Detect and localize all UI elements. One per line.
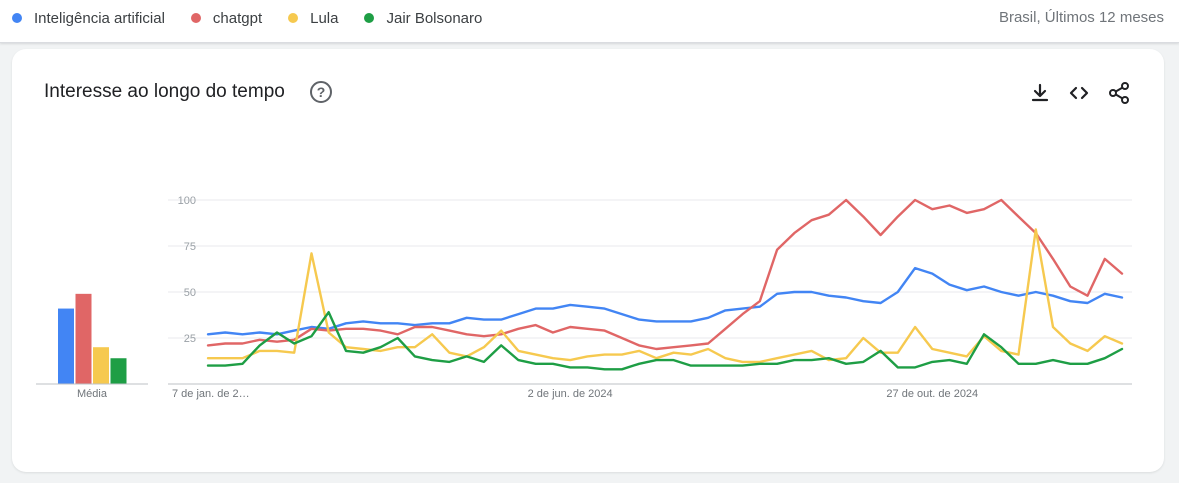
legend-dot-blue: [12, 13, 22, 23]
legend-label: Inteligência artificial: [34, 9, 165, 27]
legend-item-chatgpt[interactable]: chatgpt: [190, 9, 263, 27]
help-icon[interactable]: ?: [310, 81, 332, 103]
comparison-header: Inteligência artificial chatgpt Lula Jai…: [0, 0, 1179, 43]
legend-item-inteligencia-artificial[interactable]: Inteligência artificial: [12, 10, 165, 27]
term-legend: Inteligência artificial chatgpt Lula Jai…: [12, 0, 508, 36]
legend-dot-green: [364, 13, 375, 23]
download-icon[interactable]: [1028, 81, 1052, 105]
legend-label: chatgpt: [212, 9, 263, 27]
share-icon[interactable]: [1107, 81, 1131, 105]
legend-item-lula[interactable]: Lula: [288, 10, 338, 27]
legend-label: Jair Bolsonaro: [386, 9, 483, 27]
legend-label: Lula: [310, 9, 339, 27]
interest-over-time-card: Interesse ao longo do tempo ?: [12, 49, 1164, 472]
card-title: Interesse ao longo do tempo: [44, 81, 285, 102]
region-timeframe: Brasil, Últimos 12 meses: [998, 9, 1164, 26]
legend-item-jair-bolsonaro[interactable]: Jair Bolsonaro: [364, 10, 482, 27]
embed-code-icon[interactable]: [1067, 81, 1091, 105]
legend-dot-yellow: [288, 13, 299, 23]
legend-dot-red: [190, 13, 201, 23]
